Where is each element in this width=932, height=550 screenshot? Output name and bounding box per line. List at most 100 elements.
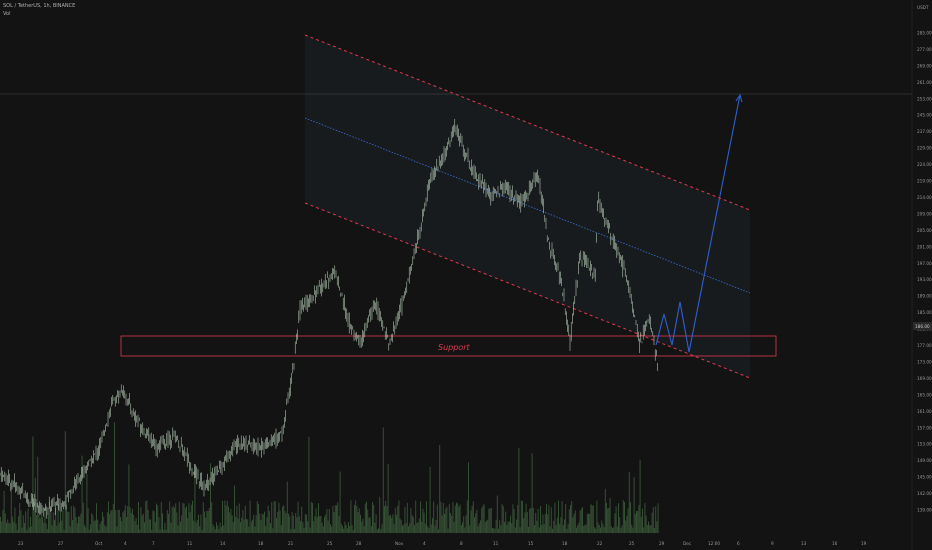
- volume-indicator-label[interactable]: Vol: [3, 11, 11, 17]
- volume-bar: [222, 500, 223, 533]
- volume-bar: [163, 529, 165, 533]
- volume-bar: [294, 529, 295, 533]
- volume-bar: [183, 503, 185, 533]
- volume-bar: [212, 524, 214, 533]
- volume-bar: [290, 529, 292, 533]
- projection-path[interactable]: [655, 94, 741, 353]
- volume-bar: [477, 526, 479, 533]
- volume-bar: [54, 519, 55, 533]
- volume-bar: [608, 507, 610, 533]
- volume-bar: [325, 514, 327, 533]
- volume-bar: [591, 504, 593, 533]
- volume-bar: [596, 500, 598, 533]
- time-tick-label: 18: [258, 541, 264, 546]
- volume-bar: [49, 501, 51, 533]
- volume-bar: [310, 501, 312, 533]
- volume-bar: [417, 522, 419, 533]
- volume-bar: [592, 505, 594, 533]
- volume-bar: [481, 507, 483, 533]
- volume-bar: [379, 496, 381, 533]
- price-tick-label: 205.00: [917, 228, 932, 233]
- volume-bar: [254, 526, 256, 533]
- volume-bar: [114, 422, 115, 533]
- volume-bar: [639, 459, 641, 533]
- volume-bar: [495, 519, 497, 533]
- volume-bar: [252, 519, 253, 533]
- volume-bar: [405, 523, 407, 533]
- volume-bar: [28, 527, 30, 533]
- volume-bar: [502, 506, 504, 533]
- volume-bar: [135, 517, 137, 533]
- volume-bar: [510, 515, 511, 533]
- descending-channel[interactable]: [304, 34, 751, 379]
- volume-bar: [260, 520, 262, 533]
- volume-bar: [110, 510, 112, 533]
- volume-bar: [255, 515, 257, 533]
- volume-bar: [331, 526, 333, 533]
- time-tick-label: 25: [327, 541, 333, 546]
- volume-bar: [476, 509, 478, 533]
- volume-bar: [615, 506, 617, 533]
- volume-bar: [601, 520, 603, 533]
- volume-bar: [284, 510, 286, 533]
- volume-bar: [217, 525, 219, 533]
- volume-bar: [40, 502, 42, 533]
- volume-bar: [121, 521, 123, 533]
- volume-bar: [446, 506, 448, 533]
- volume-bar: [123, 510, 125, 533]
- volume-bar: [21, 527, 23, 533]
- volume-bar: [474, 517, 475, 533]
- volume-bar: [256, 501, 258, 533]
- volume-bar: [93, 520, 95, 533]
- volume-bar: [13, 521, 15, 533]
- volume-bar: [339, 471, 341, 533]
- volume-bar: [97, 519, 99, 533]
- volume-bar: [602, 523, 604, 533]
- volume-bar: [529, 508, 531, 533]
- price-tick-label: 214.00: [917, 195, 932, 200]
- volume-bar: [69, 526, 71, 533]
- volume-bar: [556, 517, 558, 533]
- volume-bar: [582, 507, 583, 533]
- volume-bar: [554, 502, 556, 533]
- volume-bar: [43, 522, 45, 533]
- volume-bar: [375, 514, 377, 533]
- volume-bar: [330, 524, 331, 533]
- volume-bar: [621, 525, 623, 533]
- volume-bar: [338, 516, 340, 533]
- volume-bar: [576, 527, 577, 533]
- volume-bar: [402, 525, 403, 533]
- volume-bar: [453, 522, 455, 533]
- volume-bar: [519, 527, 521, 533]
- volume-bar: [536, 520, 538, 533]
- volume-bar: [349, 526, 351, 533]
- volume-bar: [90, 524, 91, 533]
- volume-bar: [259, 513, 261, 533]
- volume-bar: [63, 529, 65, 533]
- volume-bar: [261, 513, 263, 533]
- volume-bar: [198, 514, 199, 533]
- volume-bar: [124, 505, 126, 533]
- time-tick-label: 7: [152, 541, 155, 546]
- price-tick-label: 165.00: [917, 392, 932, 397]
- volume-bar: [247, 519, 249, 533]
- volume-bar: [584, 524, 586, 533]
- volume-bar: [74, 507, 76, 533]
- volume-bar: [248, 526, 250, 533]
- volume-bar: [301, 506, 303, 533]
- volume-bar: [152, 510, 154, 533]
- volume-bar: [314, 516, 316, 533]
- volume-bar: [200, 514, 202, 533]
- volume-bar: [397, 505, 399, 533]
- support-zone[interactable]: Support: [120, 335, 777, 357]
- volume-bar: [270, 523, 271, 533]
- volume-bar: [484, 522, 486, 533]
- volume-bar: [46, 529, 48, 533]
- volume-bar: [572, 517, 574, 533]
- volume-bar: [380, 529, 382, 533]
- volume-bar: [1, 521, 3, 533]
- volume-bar: [144, 522, 145, 533]
- volume-bar: [482, 505, 484, 533]
- volume-bar: [537, 508, 539, 533]
